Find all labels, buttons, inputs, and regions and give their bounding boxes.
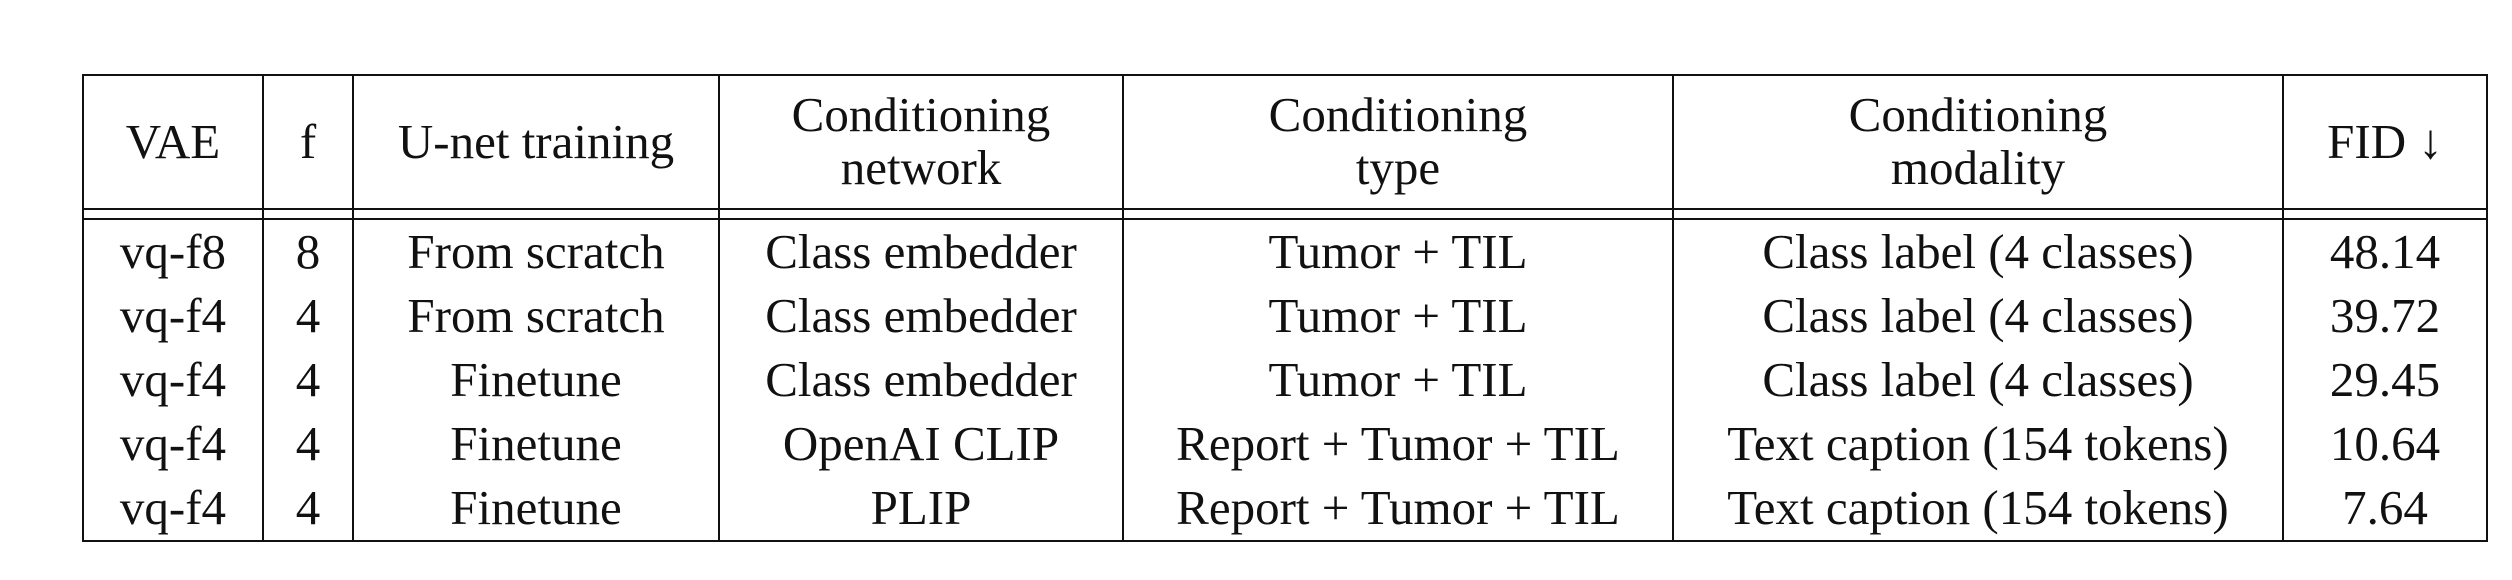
header-row: VAE f U-net training Conditioning networ… bbox=[83, 75, 2487, 209]
cell-unet-training: Finetune bbox=[353, 476, 719, 541]
cell-f: 8 bbox=[263, 219, 353, 284]
cell-vae: vq-f4 bbox=[83, 348, 263, 412]
cell-conditioning-modality: Text caption (154 tokens) bbox=[1673, 412, 2283, 476]
cell-fid: 39.72 bbox=[2283, 284, 2487, 348]
cell-f: 4 bbox=[263, 412, 353, 476]
cell-conditioning-type: Tumor + TIL bbox=[1123, 284, 1673, 348]
header-conditioning-modality: Conditioning modality bbox=[1673, 75, 2283, 209]
cell-conditioning-modality: Text caption (154 tokens) bbox=[1673, 476, 2283, 541]
cell-fid-best: 7.64 bbox=[2283, 476, 2487, 541]
cell-conditioning-network: PLIP bbox=[719, 476, 1123, 541]
header-fid: FID ↓ bbox=[2283, 75, 2487, 209]
cell-unet-training: From scratch bbox=[353, 219, 719, 284]
cell-conditioning-type: Tumor + TIL bbox=[1123, 348, 1673, 412]
table-row: vq-f8 8 From scratch Class embedder Tumo… bbox=[83, 219, 2487, 284]
cell-conditioning-network: Class embedder bbox=[719, 284, 1123, 348]
cell-f: 4 bbox=[263, 476, 353, 541]
header-conditioning-type: Conditioning type bbox=[1123, 75, 1673, 209]
header-double-rule bbox=[83, 209, 2487, 219]
cell-vae: vq-f8 bbox=[83, 219, 263, 284]
cell-fid: 48.14 bbox=[2283, 219, 2487, 284]
results-table-container: VAE f U-net training Conditioning networ… bbox=[82, 74, 2486, 542]
table-row: vq-f4 4 Finetune Class embedder Tumor + … bbox=[83, 348, 2487, 412]
cell-fid: 29.45 bbox=[2283, 348, 2487, 412]
cell-conditioning-type: Report + Tumor + TIL bbox=[1123, 476, 1673, 541]
table-row: vq-f4 4 Finetune OpenAI CLIP Report + Tu… bbox=[83, 412, 2487, 476]
cell-vae: vq-f4 bbox=[83, 284, 263, 348]
cell-f: 4 bbox=[263, 284, 353, 348]
table-row: vq-f4 4 Finetune PLIP Report + Tumor + T… bbox=[83, 476, 2487, 541]
cell-conditioning-network: OpenAI CLIP bbox=[719, 412, 1123, 476]
cell-conditioning-network: Class embedder bbox=[719, 219, 1123, 284]
cell-conditioning-type: Report + Tumor + TIL bbox=[1123, 412, 1673, 476]
header-conditioning-network: Conditioning network bbox=[719, 75, 1123, 209]
header-unet-training: U-net training bbox=[353, 75, 719, 209]
cell-f: 4 bbox=[263, 348, 353, 412]
cell-conditioning-type: Tumor + TIL bbox=[1123, 219, 1673, 284]
table-row: vq-f4 4 From scratch Class embedder Tumo… bbox=[83, 284, 2487, 348]
cell-conditioning-modality: Class label (4 classes) bbox=[1673, 348, 2283, 412]
cell-conditioning-modality: Class label (4 classes) bbox=[1673, 284, 2283, 348]
cell-fid: 10.64 bbox=[2283, 412, 2487, 476]
header-f: f bbox=[263, 75, 353, 209]
cell-unet-training: Finetune bbox=[353, 412, 719, 476]
cell-unet-training: Finetune bbox=[353, 348, 719, 412]
cell-vae: vq-f4 bbox=[83, 412, 263, 476]
cell-conditioning-network: Class embedder bbox=[719, 348, 1123, 412]
cell-conditioning-modality: Class label (4 classes) bbox=[1673, 219, 2283, 284]
results-table: VAE f U-net training Conditioning networ… bbox=[82, 74, 2488, 542]
cell-unet-training: From scratch bbox=[353, 284, 719, 348]
header-vae: VAE bbox=[83, 75, 263, 209]
cell-vae: vq-f4 bbox=[83, 476, 263, 541]
